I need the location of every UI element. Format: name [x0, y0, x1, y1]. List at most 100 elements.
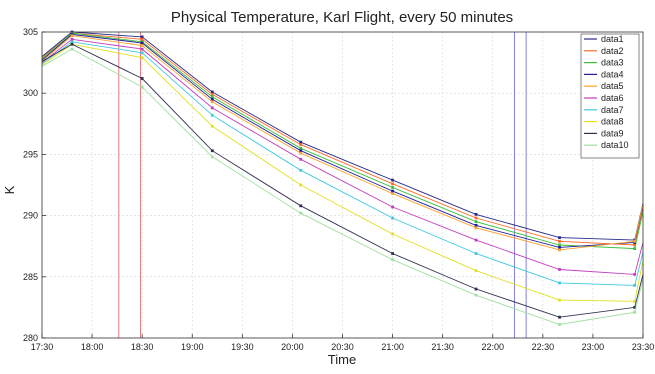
- legend-label-data5: data5: [601, 81, 624, 91]
- data-point-data7-2: [70, 40, 74, 44]
- data-point-data9-9: [633, 306, 637, 309]
- data-point-data7-7: [474, 252, 478, 255]
- data-point-data3-9: [633, 247, 637, 251]
- data-point-data10-5: [299, 211, 303, 215]
- data-point-data2-4: [210, 93, 214, 96]
- data-point-data3-5: [299, 146, 303, 150]
- legend-label-data3: data3: [601, 58, 624, 68]
- data-point-data4-7: [474, 223, 478, 227]
- y-axis-label: K: [2, 185, 17, 194]
- data-point-data9-3: [140, 77, 144, 80]
- data-point-data5-3: [140, 44, 144, 47]
- legend-label-data1: data1: [601, 34, 624, 44]
- data-point-data6-2: [70, 37, 74, 41]
- data-point-data7-9: [633, 283, 637, 287]
- data-point-data9-6: [391, 252, 394, 255]
- data-point-data9-7: [474, 287, 478, 291]
- data-point-data9-4: [210, 149, 214, 153]
- data-point-data10-7: [474, 293, 478, 297]
- series-line-data4: [41, 33, 644, 248]
- data-point-data6-8: [558, 268, 561, 271]
- data-point-data3-6: [391, 186, 394, 189]
- data-point-data6-6: [391, 205, 394, 209]
- data-point-data7-6: [391, 216, 394, 220]
- data-point-data1-5: [299, 140, 303, 144]
- data-point-data6-4: [210, 106, 214, 110]
- data-point-data10-9: [633, 310, 637, 314]
- data-point-data2-3: [140, 37, 144, 41]
- data-point-data7-3: [140, 51, 144, 55]
- data-point-data8-3: [140, 56, 144, 60]
- series-line-data10: [41, 48, 644, 325]
- x-tick-label: 22:00: [481, 342, 504, 352]
- data-point-data8-8: [558, 298, 561, 302]
- data-point-data3-7: [474, 220, 478, 224]
- legend-label-data10: data10: [601, 140, 629, 150]
- data-point-data4-6: [391, 189, 394, 193]
- x-tick-label: 18:00: [81, 342, 104, 352]
- data-point-data8-7: [474, 269, 478, 273]
- series-line-data9: [41, 43, 644, 318]
- x-tick-label: 17:30: [31, 342, 54, 352]
- data-point-data10-6: [391, 258, 394, 262]
- x-tick-label: 23:00: [582, 342, 605, 352]
- x-tick-label: 23:30: [632, 342, 655, 352]
- series-line-data5: [41, 35, 644, 251]
- data-point-data1-8: [558, 236, 561, 240]
- data-point-data5-6: [391, 192, 394, 195]
- legend-label-data6: data6: [601, 93, 624, 103]
- data-point-data2-5: [299, 143, 303, 147]
- data-point-data10-8: [558, 323, 561, 326]
- data-point-data5-7: [474, 226, 478, 230]
- data-point-data10-2: [70, 47, 74, 51]
- legend-label-data9: data9: [601, 128, 624, 138]
- series-line-data1: [41, 31, 644, 241]
- data-point-data4-8: [558, 246, 561, 249]
- data-point-data8-6: [391, 232, 394, 236]
- y-tick-label: 300: [23, 88, 38, 98]
- data-point-data1-3: [140, 35, 144, 39]
- series-line-data6: [41, 38, 644, 275]
- data-point-data4-3: [140, 41, 144, 45]
- x-tick-label: 19:30: [231, 342, 254, 352]
- data-point-data1-7: [474, 212, 478, 216]
- x-tick-label: 21:30: [431, 342, 454, 352]
- data-point-data6-5: [299, 157, 303, 161]
- x-tick-label: 20:00: [281, 342, 304, 352]
- series-line-data8: [41, 43, 644, 302]
- y-tick-label: 290: [23, 211, 38, 221]
- data-point-data3-8: [558, 243, 561, 247]
- legend-label-data2: data2: [601, 46, 624, 56]
- legend-label-data4: data4: [601, 69, 624, 79]
- y-tick-label: 305: [23, 27, 38, 37]
- data-point-data2-6: [391, 182, 394, 186]
- data-point-data7-4: [210, 113, 214, 117]
- data-point-data7-8: [558, 281, 561, 285]
- data-point-data5-2: [70, 34, 74, 38]
- data-point-data5-8: [558, 248, 561, 252]
- x-tick-label: 18:30: [131, 342, 154, 352]
- data-point-data8-4: [210, 124, 214, 128]
- data-point-data6-7: [474, 238, 478, 242]
- data-point-data5-5: [299, 151, 303, 155]
- data-point-data10-4: [210, 155, 214, 159]
- data-point-data3-4: [210, 95, 214, 99]
- series-line-data2: [41, 32, 644, 246]
- y-tick-label: 295: [23, 149, 38, 159]
- data-point-data2-8: [558, 239, 561, 243]
- x-tick-label: 21:00: [381, 342, 404, 352]
- data-point-data2-9: [633, 243, 637, 247]
- x-axis-label: Time: [328, 352, 356, 367]
- legend-label-data8: data8: [601, 117, 624, 127]
- data-point-data4-4: [210, 97, 214, 101]
- data-point-data6-9: [633, 272, 637, 276]
- data-point-data9-5: [299, 204, 303, 208]
- data-point-data5-4: [210, 100, 214, 104]
- legend-label-data7: data7: [601, 105, 624, 115]
- data-point-data8-5: [299, 183, 303, 187]
- data-point-data6-3: [140, 47, 144, 51]
- x-tick-label: 20:30: [331, 342, 354, 352]
- data-point-data9-2: [70, 42, 74, 46]
